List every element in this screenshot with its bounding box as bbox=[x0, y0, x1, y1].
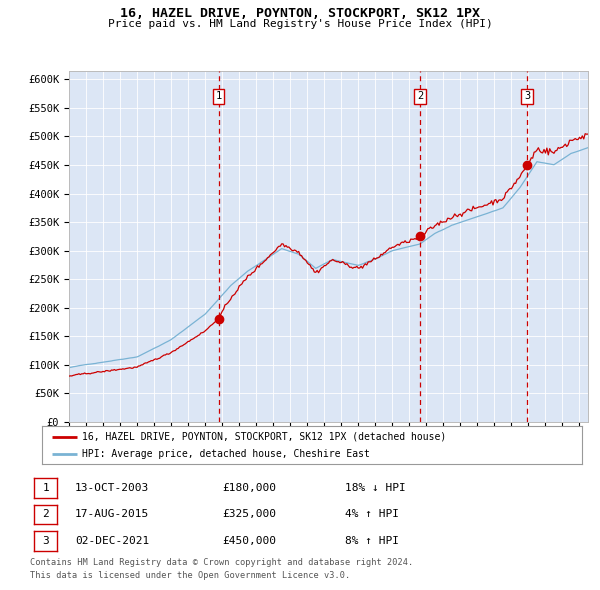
Text: 1: 1 bbox=[215, 91, 221, 101]
Text: 18% ↓ HPI: 18% ↓ HPI bbox=[345, 483, 406, 493]
Text: Price paid vs. HM Land Registry's House Price Index (HPI): Price paid vs. HM Land Registry's House … bbox=[107, 19, 493, 29]
Text: 17-AUG-2015: 17-AUG-2015 bbox=[75, 510, 149, 519]
Text: £450,000: £450,000 bbox=[222, 536, 276, 546]
Text: 8% ↑ HPI: 8% ↑ HPI bbox=[345, 536, 399, 546]
Text: 13-OCT-2003: 13-OCT-2003 bbox=[75, 483, 149, 493]
Text: 16, HAZEL DRIVE, POYNTON, STOCKPORT, SK12 1PX: 16, HAZEL DRIVE, POYNTON, STOCKPORT, SK1… bbox=[120, 7, 480, 20]
Text: 16, HAZEL DRIVE, POYNTON, STOCKPORT, SK12 1PX (detached house): 16, HAZEL DRIVE, POYNTON, STOCKPORT, SK1… bbox=[83, 432, 447, 442]
Text: 4% ↑ HPI: 4% ↑ HPI bbox=[345, 510, 399, 519]
Text: Contains HM Land Registry data © Crown copyright and database right 2024.: Contains HM Land Registry data © Crown c… bbox=[30, 558, 413, 567]
Text: £180,000: £180,000 bbox=[222, 483, 276, 493]
Text: 3: 3 bbox=[42, 536, 49, 546]
Text: 3: 3 bbox=[524, 91, 530, 101]
Text: 1: 1 bbox=[42, 483, 49, 493]
Text: £325,000: £325,000 bbox=[222, 510, 276, 519]
Text: 2: 2 bbox=[42, 510, 49, 519]
Text: This data is licensed under the Open Government Licence v3.0.: This data is licensed under the Open Gov… bbox=[30, 571, 350, 580]
Text: 2: 2 bbox=[417, 91, 423, 101]
Text: 02-DEC-2021: 02-DEC-2021 bbox=[75, 536, 149, 546]
Text: HPI: Average price, detached house, Cheshire East: HPI: Average price, detached house, Ches… bbox=[83, 448, 370, 458]
